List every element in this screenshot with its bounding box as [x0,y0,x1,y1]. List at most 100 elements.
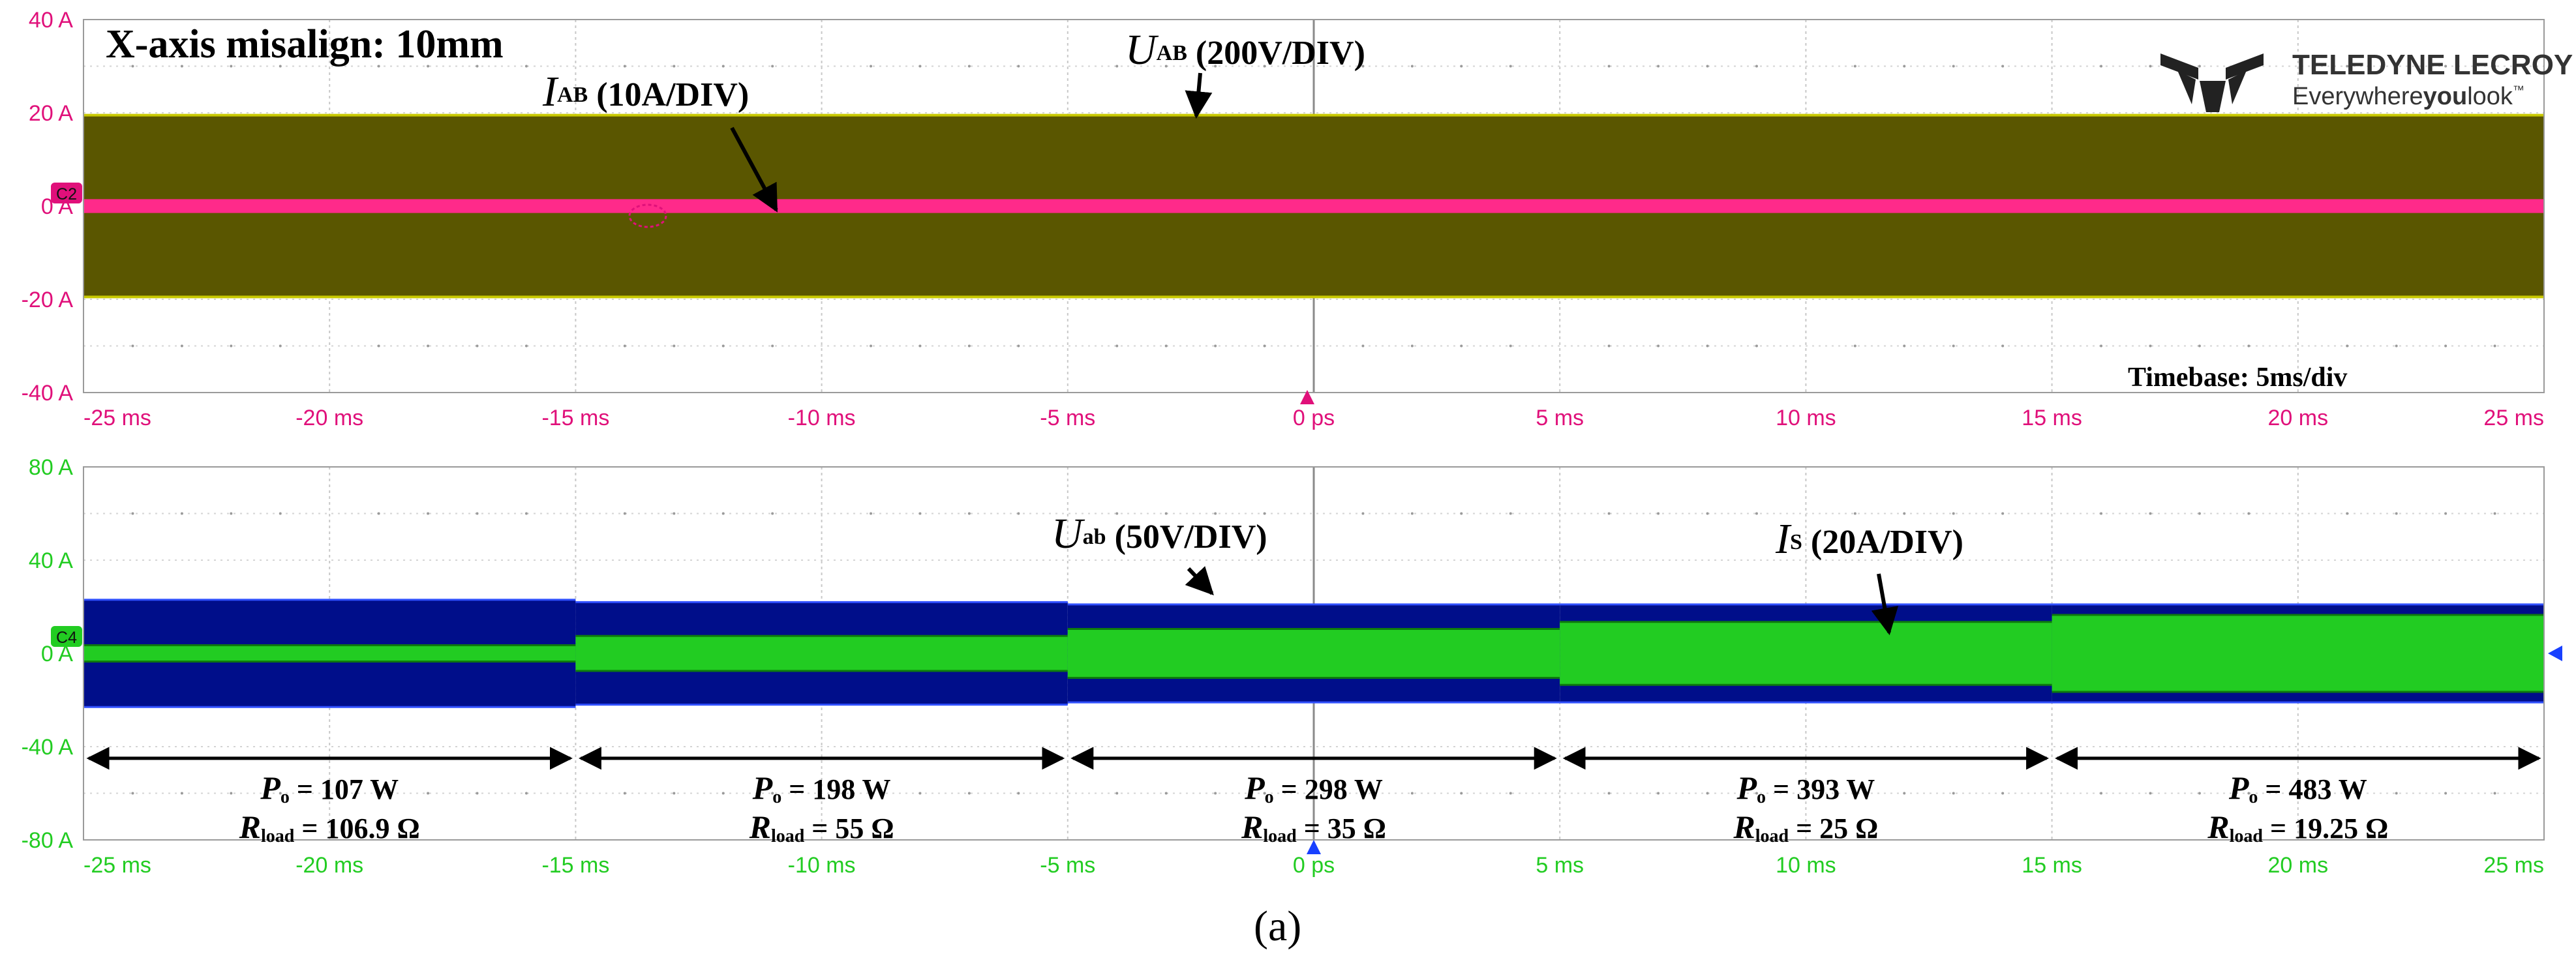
grid-dot [1657,344,1660,348]
bottom-y-tick-label: -80 A [22,828,74,853]
grid-dot [2346,792,2349,795]
top-y-tick-label: -40 A [22,381,74,406]
bottom-x-tick-label: -10 ms [788,853,856,878]
bottom-x-tick-label: 0 ps [1293,853,1335,878]
bottom-trigger-marker [1307,840,1321,854]
grid-dot [1115,65,1119,68]
logo-brand: TELEDYNE LECROY [2292,49,2573,81]
grid-dot [1607,792,1611,795]
grid-dot [131,512,134,515]
grid-dot [1706,65,1709,68]
grid-dot [1361,65,1365,68]
timebase-label: Timebase: 5ms/div [2128,363,2347,393]
badge-c2-box [51,183,82,203]
bottom-x-tick-label: -5 ms [1040,853,1095,878]
grid-dot [180,344,183,348]
grid-dot [230,512,233,515]
grid-dot [1509,792,1512,795]
bottom-level-marker [2548,646,2562,661]
top-y-tick-label: 20 A [29,101,73,126]
grid-dot [2149,512,2152,515]
grid-dot [524,792,528,795]
grid-dot [1509,512,1512,515]
badge-c4-box [51,626,82,647]
grid-dot [2149,344,2152,348]
is-annotation: IS (20A/DIV) [1775,515,1963,563]
grid-dot [918,512,922,515]
grid-dot [1214,344,1217,348]
grid-dot [131,344,134,348]
grid-dot [476,512,479,515]
grid-dot [870,512,873,515]
grid-dot [1952,512,1955,515]
grid-dot [1361,512,1365,515]
grid-dot [2100,344,2103,348]
teledyne-lecroy-logo: TELEDYNE LECROY Everywhereyoulook™ [2160,49,2573,112]
top-x-tick-label: 5 ms [1536,406,1584,430]
grid-dot [1410,792,1414,795]
grid-dot [377,65,380,68]
grid-dot [2346,344,2349,348]
grid-dot [1853,512,1856,515]
grid-dot [524,512,528,515]
grid-dot [1853,792,1856,795]
grid-dot [1263,792,1266,795]
grid-dot [2198,512,2201,515]
grid-dot [2395,344,2398,348]
grid-dot [476,344,479,348]
grid-dot [623,792,626,795]
top-x-tick-label: -25 ms [83,406,151,430]
grid-dot [2444,344,2447,348]
grid-dot [1214,792,1217,795]
rload-label-3: Rload = 35 Ω [1241,809,1386,846]
grid-dot [1017,792,1020,795]
grid-dot [2395,792,2398,795]
grid-dot [967,512,971,515]
grid-dot [1460,792,1463,795]
grid-dot [2395,512,2398,515]
figure-caption: (a) [1254,902,1301,950]
grid-dot [673,512,676,515]
grid-dot [279,512,282,515]
bottom-y-tick-label: 80 A [29,455,73,480]
grid-dot [1706,512,1709,515]
grid-dot [524,65,528,68]
grid-dot [2444,792,2447,795]
grid-dot [870,344,873,348]
grid-dot [673,344,676,348]
top-x-tick-label: -10 ms [788,406,856,430]
bottom-y-tick-label: -40 A [22,735,74,760]
is-arrow [1871,573,1899,636]
grid-dot [524,344,528,348]
grid-dot [2444,512,2447,515]
top-plot-frame [83,19,2545,393]
grid-dot [1657,792,1660,795]
grid-dot [1017,65,1020,68]
grid-dot [279,344,282,348]
grid-dot [623,65,626,68]
grid-dot [721,512,725,515]
grid-dot [427,792,430,795]
grid-dot [2493,65,2496,68]
grid-dot [1952,792,1955,795]
is-trace-segment-5 [2052,615,2544,692]
grid-dot [2395,65,2398,68]
grid-dot [2149,792,2152,795]
grid-dot [1214,65,1217,68]
top-x-tick-label: -15 ms [541,406,609,430]
grid-dot [180,512,183,515]
grid-dot [180,65,183,68]
uab-top-rest: (200V/DIV) [1187,35,1365,72]
grid-dot [771,344,774,348]
grid-dot [870,792,873,795]
grid-dot [1657,512,1660,515]
grid-dot [1017,344,1020,348]
grid-dot [279,792,282,795]
grid-dot [2493,344,2496,348]
iab-var: I [542,68,559,115]
grid-dot [771,792,774,795]
grid-dot [427,65,430,68]
bottom-y-tick-labels: 80 A40 A0 A-40 A-80 A [22,455,74,853]
grid-dot [1410,512,1414,515]
grid-dot [279,65,282,68]
